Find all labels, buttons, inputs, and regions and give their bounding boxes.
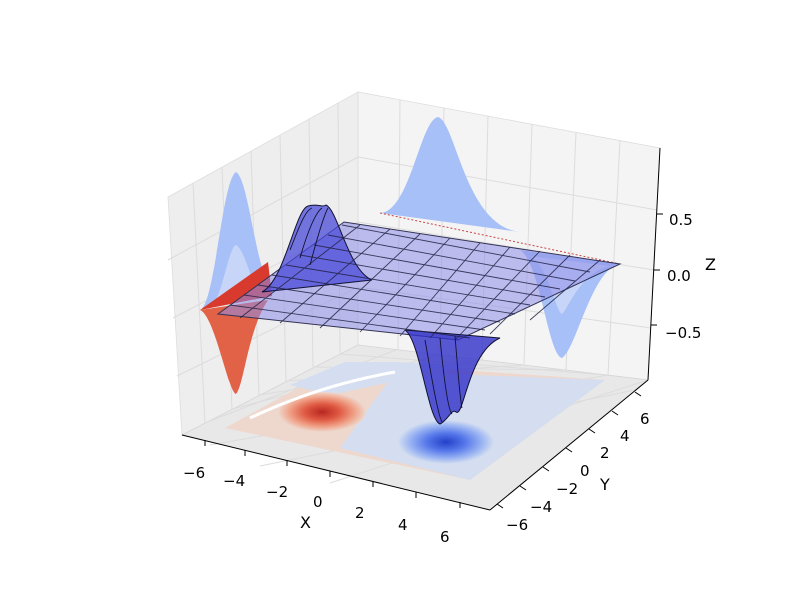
- contour-zero-line: [249, 370, 396, 420]
- surface-peak: [261, 204, 374, 293]
- x-axis: −6 −4 −2 0 2 4 6 X: [183, 464, 450, 546]
- back-wall-blue-upper: [380, 117, 520, 232]
- y-tick-label: 2: [600, 444, 610, 462]
- x-tick-label: 0: [313, 493, 323, 511]
- z-tick-label: 0.5: [669, 211, 693, 229]
- x-tick-label: −2: [266, 483, 288, 501]
- x-tick-label: −4: [223, 472, 245, 490]
- z-axis-line: [647, 147, 661, 381]
- y-tick-label: −2: [556, 480, 578, 498]
- y-tick-label: −6: [506, 516, 528, 534]
- axis-tick-marks: [204, 213, 663, 509]
- back-wall-zero-line: [379, 212, 621, 265]
- contour-trough-negative: [398, 420, 494, 464]
- surface-trough: [403, 329, 501, 425]
- surface-trough-contours: [424, 335, 463, 423]
- y-tick-label: 0: [580, 462, 590, 480]
- x-tick-label: 6: [440, 528, 450, 546]
- y-tick-label: 6: [640, 410, 650, 428]
- x-tick-label: 2: [355, 504, 365, 522]
- y-axis: −6 −4 −2 0 2 4 6 Y: [506, 410, 650, 534]
- y-tick-label: −4: [530, 498, 552, 516]
- z-axis: −0.5 0.0 0.5 Z: [665, 211, 716, 342]
- left-wall-red-outer: [200, 300, 268, 394]
- axis-edges: [181, 147, 661, 511]
- surface-peak-contours: [289, 207, 329, 266]
- z-axis-label: Z: [705, 255, 716, 274]
- x-tick-label: 4: [398, 516, 408, 534]
- contour-peak-positive: [278, 392, 366, 432]
- x-axis-line: [181, 434, 491, 511]
- x-tick-label: −6: [183, 464, 205, 482]
- y-tick-label: 4: [620, 427, 630, 445]
- y-axis-label: Y: [599, 475, 610, 494]
- z-tick-label: −0.5: [665, 324, 701, 342]
- x-axis-label: X: [300, 513, 311, 532]
- z-tick-label: 0.0: [667, 267, 691, 285]
- y-axis-line: [489, 379, 649, 511]
- surface-wireframe: [229, 224, 601, 341]
- surface: [216, 204, 622, 425]
